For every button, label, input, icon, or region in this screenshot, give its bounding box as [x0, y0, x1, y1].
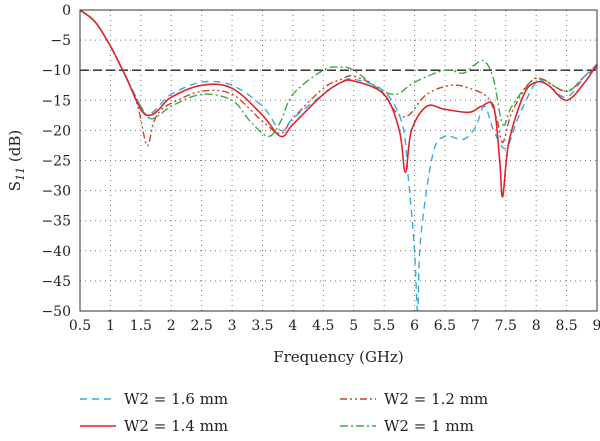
- series-line-1: [80, 10, 597, 198]
- y-tick-label: −45: [41, 274, 71, 290]
- y-axis-label: S11 (dB): [6, 130, 27, 191]
- y-axis-label-sub: 11: [14, 167, 27, 181]
- series-line-3: [80, 10, 597, 138]
- legend-label: W2 = 1.6 mm: [124, 390, 228, 408]
- y-tick-label: −50: [41, 304, 71, 320]
- y-tick-label: −35: [41, 214, 71, 230]
- x-tick-label: 3.5: [251, 318, 273, 334]
- x-tick-label: 5.5: [373, 318, 395, 334]
- x-tick-label: 4.5: [312, 318, 334, 334]
- y-tick-label: −20: [41, 123, 71, 139]
- x-tick-label: 7: [471, 318, 480, 334]
- x-tick-label: 8.5: [555, 318, 577, 334]
- y-tick-label: −15: [41, 93, 71, 109]
- x-tick-label: 6: [410, 318, 419, 334]
- y-tick-label: −10: [41, 63, 71, 79]
- plot-frame: [79, 9, 598, 312]
- series-group: [80, 10, 597, 311]
- legend-label: W2 = 1.4 mm: [124, 417, 228, 435]
- x-tick-label: 4: [288, 318, 297, 334]
- x-tick-label: 2.5: [191, 318, 213, 334]
- legend-label: W2 = 1.2 mm: [384, 390, 488, 408]
- series-line-2: [80, 10, 597, 147]
- x-tick-label: 2: [167, 318, 176, 334]
- x-tick-labels: 0.5 1 1.5 2 2.5 3 3.5 4 4.5 5 5.5 6 6.5 7 7.5 8 8.5 9: [69, 318, 600, 334]
- y-tick-label: −40: [41, 244, 71, 260]
- x-tick-label: 7.5: [495, 318, 517, 334]
- legend-label: W2 = 1 mm: [384, 417, 474, 435]
- y-tick-label: −30: [41, 184, 71, 200]
- grid: [79, 9, 598, 312]
- x-tick-label: 3: [228, 318, 237, 334]
- series-line-0: [80, 10, 597, 311]
- legend: W2 = 1.6 mm W2 = 1.4 mm W2 = 1.2 mm W2 = 1 …: [80, 390, 488, 435]
- x-tick-label: 6.5: [434, 318, 456, 334]
- y-tick-labels: 0 −5 −10 −15 −20 −25 −30 −35 −40 −45 −50: [41, 3, 71, 320]
- y-axis-label-main: S: [6, 181, 24, 191]
- x-axis-label: Frequency (GHz): [273, 348, 404, 366]
- x-tick-label: 8: [532, 318, 541, 334]
- y-tick-label: −25: [41, 154, 71, 170]
- x-tick-label: 5: [349, 318, 358, 334]
- x-tick-label: 0.5: [69, 318, 91, 334]
- y-tick-label: −5: [50, 33, 71, 49]
- y-tick-label: 0: [62, 3, 71, 19]
- x-tick-label: 1: [106, 318, 115, 334]
- x-tick-label: 9: [593, 318, 600, 334]
- x-tick-label: 1.5: [130, 318, 152, 334]
- y-axis-label-unit: (dB): [6, 130, 24, 167]
